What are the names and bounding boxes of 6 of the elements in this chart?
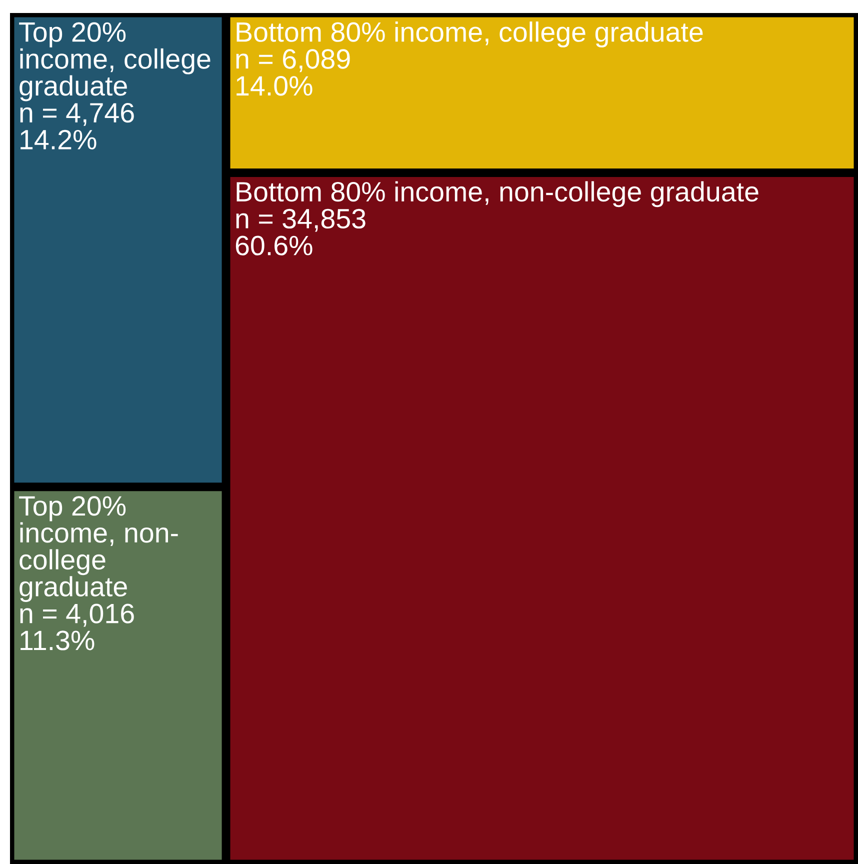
category-label: Bottom 80% income, college graduate bbox=[236, 22, 703, 48]
data-label: n = 4,746 14.2% bbox=[20, 102, 134, 150]
data-label: n = 4,016 11.3% bbox=[20, 604, 134, 650]
category-label: Bottom 80% income, non-college graduate bbox=[236, 181, 758, 208]
data-label: n = 34,853 60.6% bbox=[236, 208, 366, 256]
data-label: n = 6,089 14.0% bbox=[236, 49, 350, 96]
